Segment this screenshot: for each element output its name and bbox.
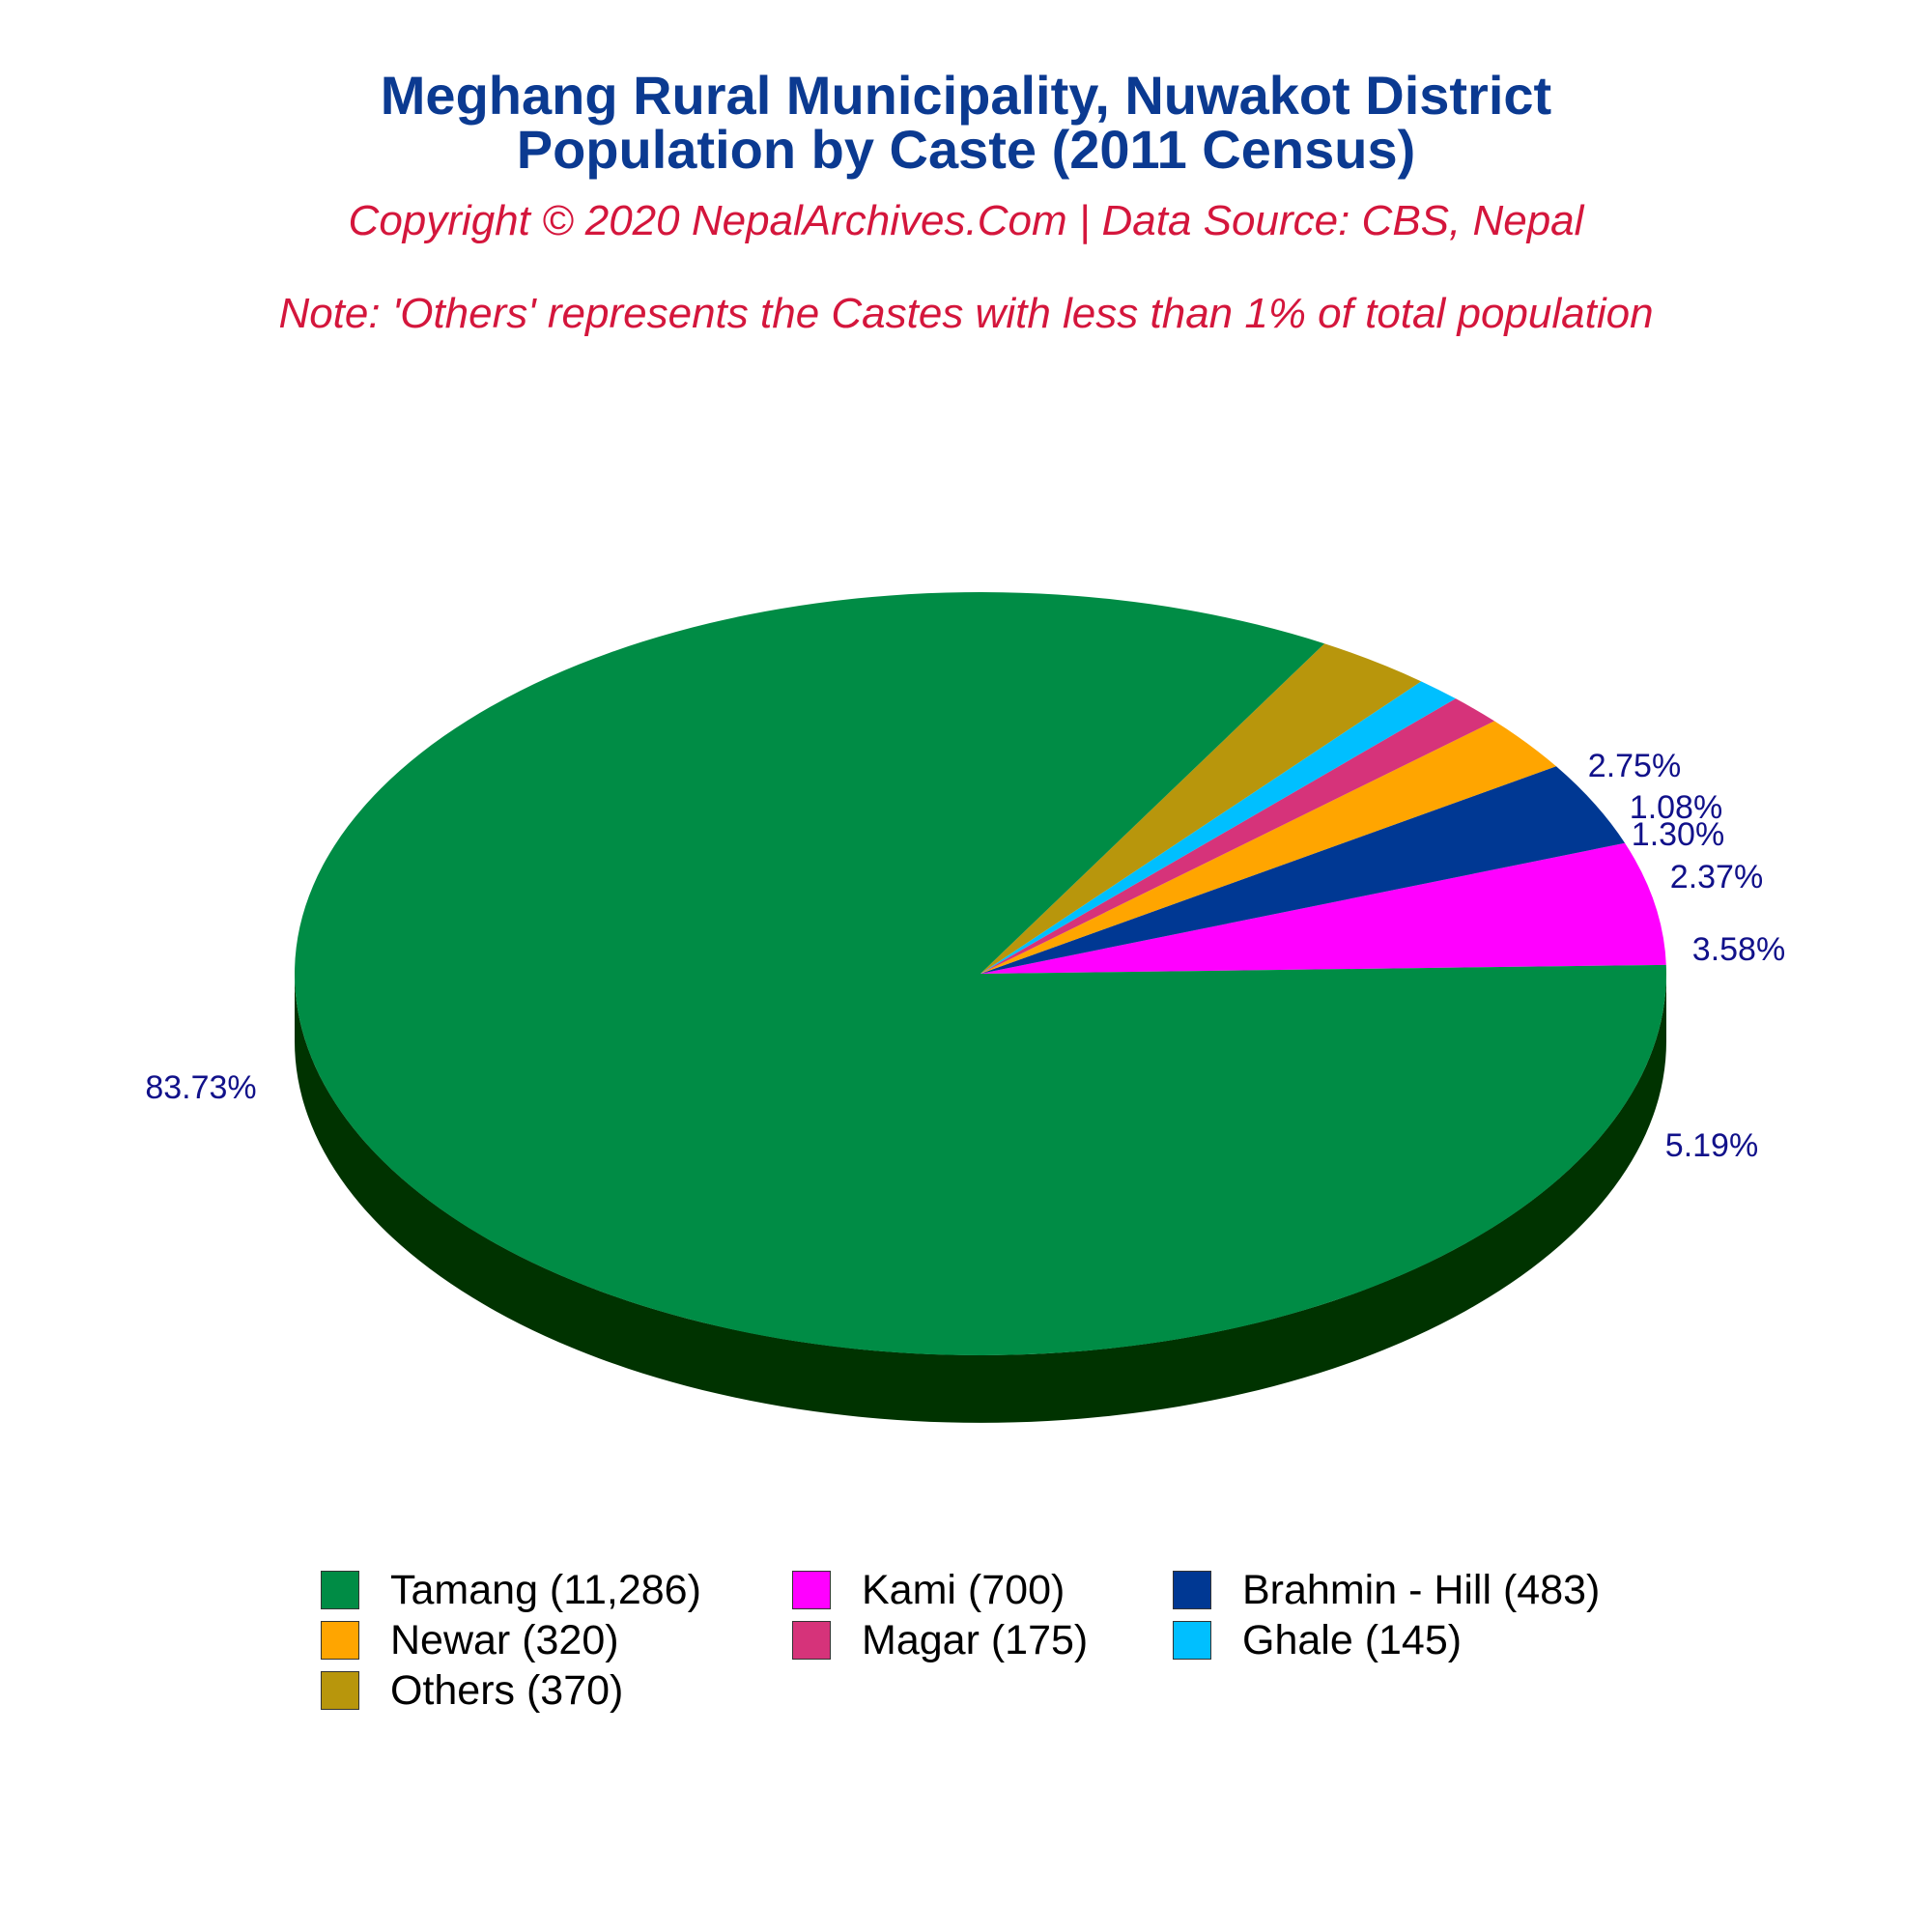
pie-slice-magar	[980, 698, 1494, 974]
legend-swatch-kami	[792, 1571, 831, 1609]
pie-labels: 5.19% 3.58% 2.37% 1.30%1.08% 2.75% 83.73%	[145, 748, 1785, 1164]
legend-label-magar: Magar (175)	[862, 1616, 1089, 1663]
legend-label-ghale: Ghale (145)	[1242, 1616, 1463, 1663]
chart-title-line1: Meghang Rural Municipality, Nuwakot Dist…	[380, 65, 1552, 126]
pie-label-brahmin-hill: 3.58%	[1692, 931, 1785, 968]
pie-slice-kami	[980, 842, 1666, 974]
legend-item-magar: Magar (175)	[792, 1615, 1088, 1665]
legend-item-tamang: Tamang (11,286)	[321, 1565, 701, 1615]
legend-label-brahmin-hill: Brahmin - Hill (483)	[1242, 1566, 1601, 1613]
pie-slice-newar	[980, 721, 1556, 974]
legend: Tamang (11,286) Kami (700) Brahmin - Hil…	[321, 1565, 1731, 1716]
pie-slice-ghale	[980, 681, 1456, 974]
pie-slice-tamang	[294, 592, 1667, 1355]
legend-swatch-others	[321, 1671, 359, 1710]
pie-slice-others	[980, 643, 1422, 974]
legend-label-newar: Newar (320)	[390, 1616, 619, 1663]
legend-label-tamang: Tamang (11,286)	[390, 1566, 701, 1613]
pie-label-kami: 5.19%	[1665, 1127, 1758, 1164]
chart-title-line2: Population by Caste (2011 Census)	[516, 119, 1416, 180]
pie-label-ghale: 1.08%	[1630, 789, 1722, 826]
pie-label-newar: 2.37%	[1670, 859, 1763, 895]
pie-label-others: 2.75%	[1588, 748, 1681, 784]
pie-side-tamang	[295, 974, 1666, 1423]
legend-swatch-ghale	[1173, 1621, 1211, 1660]
legend-item-ghale: Ghale (145)	[1173, 1615, 1462, 1665]
pie-sides	[295, 974, 1666, 1423]
pie-label-magar: 1.30%	[1632, 816, 1724, 853]
legend-row: Newar (320) Magar (175) Ghale (145)	[321, 1615, 1731, 1665]
legend-label-kami: Kami (700)	[862, 1566, 1065, 1613]
copyright-text: Copyright © 2020 NepalArchives.Com | Dat…	[348, 197, 1584, 244]
legend-item-newar: Newar (320)	[321, 1615, 619, 1665]
legend-swatch-magar	[792, 1621, 831, 1660]
legend-swatch-brahmin-hill	[1173, 1571, 1211, 1609]
legend-row: Tamang (11,286) Kami (700) Brahmin - Hil…	[321, 1565, 1731, 1615]
pie-label-tamang: 83.73%	[145, 1069, 256, 1106]
note-text: Note: 'Others' represents the Castes wit…	[278, 290, 1654, 337]
legend-swatch-tamang	[321, 1571, 359, 1609]
legend-item-others: Others (370)	[321, 1665, 623, 1716]
legend-item-brahmin-hill: Brahmin - Hill (483)	[1173, 1565, 1600, 1615]
legend-row: Others (370)	[321, 1665, 1731, 1716]
pie-slices	[294, 592, 1667, 1355]
legend-label-others: Others (370)	[390, 1666, 624, 1714]
legend-swatch-newar	[321, 1621, 359, 1660]
pie-slice-brahmin-hill	[980, 766, 1626, 974]
legend-item-kami: Kami (700)	[792, 1565, 1065, 1615]
